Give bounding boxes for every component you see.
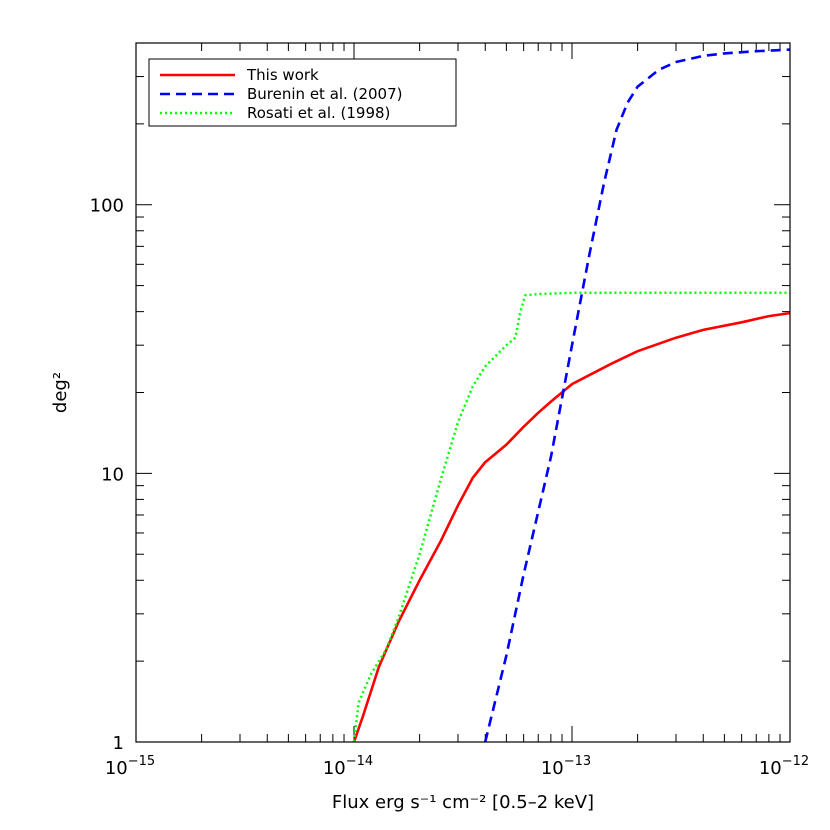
legend-label-1: This work [246, 66, 319, 84]
x-tick-label: 10−13 [541, 754, 591, 779]
y-axis-label: deg² [50, 372, 71, 413]
legend-box [148, 58, 457, 127]
legend-label-3: Rosati et al. (1998) [247, 104, 390, 122]
x-tick-label: 10−12 [759, 754, 809, 779]
plot-frame [135, 42, 791, 743]
y-tick-label: 100 [90, 196, 124, 217]
axis-ticks [135, 42, 791, 743]
x-axis-label: Flux erg s⁻¹ cm⁻² [0.5–2 keV] [332, 792, 594, 813]
plot-series [352, 48, 791, 743]
series-line-2 [483, 48, 791, 743]
y-tick-label: 10 [101, 464, 124, 485]
series-line-1 [352, 311, 791, 743]
x-tick-labels: 10−15 10−14 10−13 10−12 [105, 754, 809, 779]
legend-label-2: Burenin et al. (2007) [247, 85, 402, 103]
y-tick-labels: 1 10 100 [90, 196, 124, 754]
x-tick-label: 10−15 [105, 754, 155, 779]
x-tick-label: 10−14 [323, 754, 373, 779]
series-line-3 [352, 291, 790, 743]
y-tick-label: 1 [113, 733, 124, 754]
